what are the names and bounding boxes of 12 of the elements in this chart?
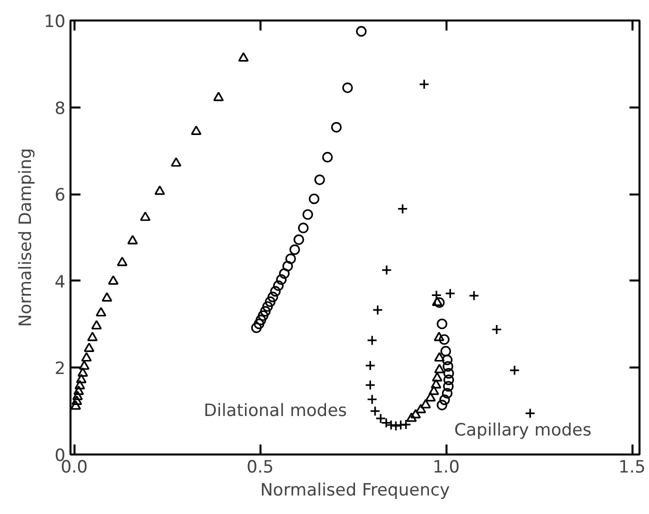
annotation: Capillary modes [454, 420, 592, 441]
x-tick-label: 1.5 [618, 458, 646, 478]
y-tick-label: 8 [54, 98, 66, 119]
y-axis-title: Normalised Damping [16, 148, 36, 327]
x-tick-label: 1.0 [432, 458, 460, 478]
annotation: Dilational modes [204, 401, 348, 422]
y-tick-label: 6 [54, 186, 66, 206]
y-tick-label: 2 [54, 359, 66, 380]
x-axis-title: Normalised Frequency [260, 480, 450, 500]
y-tick-label: 4 [54, 272, 66, 292]
y-tick-label: 10 [44, 12, 66, 32]
x-tick-label: 0.5 [246, 458, 274, 478]
